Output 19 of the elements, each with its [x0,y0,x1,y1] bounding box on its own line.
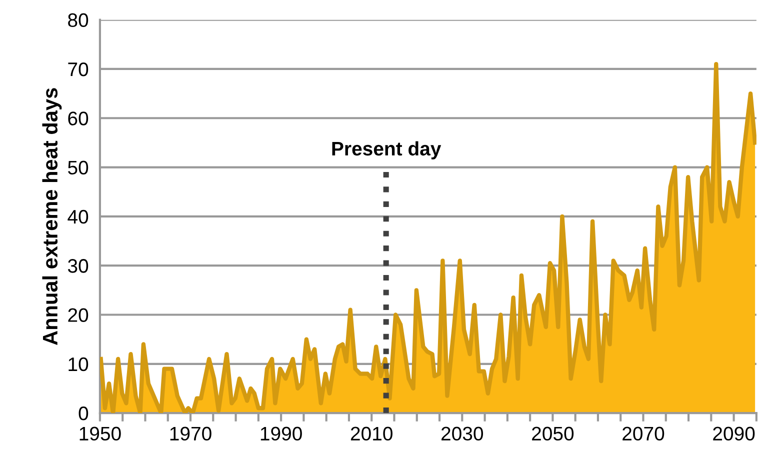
ref-line-label: Present day [332,141,442,160]
y-tick-label: 10 [68,357,88,372]
x-tick-label: 2050 [532,426,574,441]
y-tick-label: 50 [68,160,88,175]
x-tick-label: 2030 [442,426,484,441]
y-tick-label: 0 [78,406,88,420]
x-tick-label: 1950 [80,426,121,441]
y-tick-label: 60 [68,112,88,126]
y-tick-label: 20 [68,308,88,322]
x-tick-label: 2090 [713,426,755,441]
y-tick-label: 80 [68,13,88,28]
y-tick-label: 70 [68,62,88,76]
x-tick-label: 1990 [260,426,302,441]
y-tick-label: 30 [68,259,88,273]
x-tick-label: 2010 [350,426,392,441]
y-axis-title: Annual extreme heat days [42,88,62,346]
x-tick-label: 1970 [170,426,212,441]
y-tick-label: 40 [68,210,88,224]
x-tick-label: 2070 [622,426,664,441]
